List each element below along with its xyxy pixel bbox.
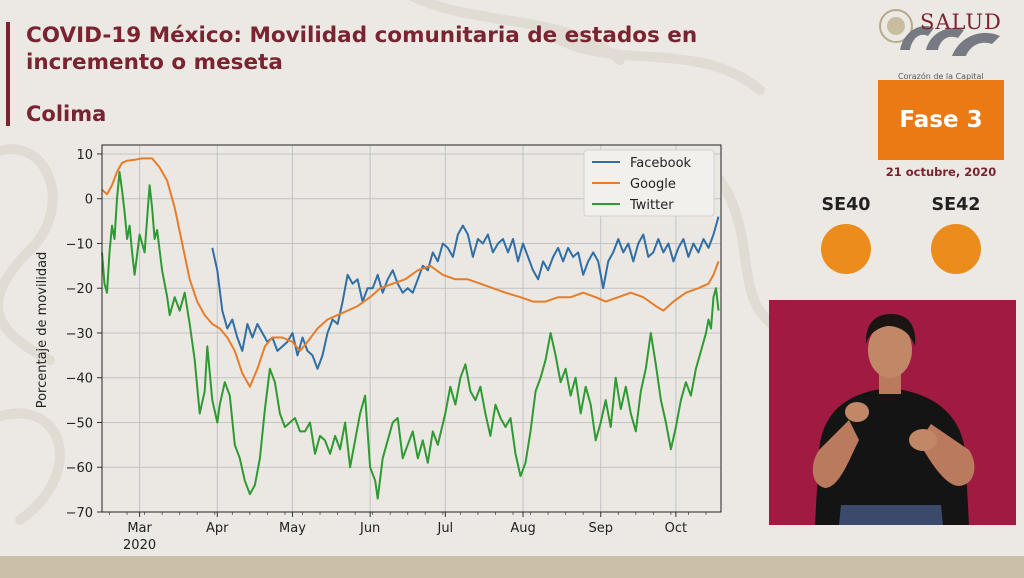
y-tick-label: 0 — [85, 193, 93, 208]
y-tick-label: −40 — [66, 372, 93, 387]
title-accent-bar — [6, 22, 10, 126]
interpreter-figure — [769, 300, 1016, 525]
y-tick-label: −20 — [66, 282, 93, 297]
x-tick-labels: Mar 2020 Apr May Jun Jul Aug Sep Oct — [123, 521, 687, 553]
x-tick-label: Apr — [206, 521, 229, 536]
series-line-facebook — [211, 216, 720, 370]
x-tick-label: Jun — [359, 521, 380, 536]
y-tick-label: −10 — [66, 237, 93, 252]
grid-lines — [102, 145, 721, 513]
axes — [97, 144, 722, 517]
phase-badge: Fase 3 — [878, 80, 1004, 160]
salud-label: SALUD — [920, 10, 1002, 34]
y-tick-label: −50 — [66, 416, 93, 431]
phase-date: 21 octubre, 2020 — [885, 165, 997, 179]
y-tick-label: −30 — [66, 327, 93, 342]
week-label: SE42 — [931, 195, 981, 215]
series-line-twitter — [101, 170, 720, 500]
x-tick-label: Mar — [127, 521, 152, 536]
legend-label: Facebook — [630, 156, 692, 171]
y-tick-labels: 10 0 −10 −20 −30 −40 −50 −60 −70 — [66, 148, 93, 521]
series-line-google — [101, 157, 720, 388]
week-se42: SE42 — [916, 195, 996, 274]
week-status-dot — [821, 224, 871, 274]
x-tick-sublabel: 2020 — [123, 538, 156, 553]
state-name: Colima — [26, 102, 107, 126]
week-status-dot — [931, 224, 981, 274]
y-tick-label: 10 — [76, 148, 93, 163]
series-lines — [101, 157, 720, 500]
mobility-chart: 10 0 −10 −20 −30 −40 −50 −60 −70 Mar 2020 Apr May Ju… — [35, 144, 722, 553]
y-tick-label: −60 — [66, 461, 93, 476]
legend-label: Twitter — [629, 198, 674, 213]
week-se40: SE40 — [806, 195, 886, 274]
x-tick-label: Jul — [436, 521, 453, 536]
government-logo — [879, 9, 1000, 56]
legend-box — [583, 149, 715, 217]
y-tick-label: −70 — [66, 506, 93, 521]
x-tick-label: Aug — [510, 521, 535, 536]
week-label: SE40 — [821, 195, 871, 215]
plot-frame — [101, 144, 722, 513]
chart-legend: Facebook Google Twitter — [583, 149, 715, 217]
legend-label: Google — [630, 177, 676, 192]
x-tick-label: May — [279, 521, 306, 536]
y-axis-label: Porcentaje de movilidad — [35, 252, 50, 409]
x-tick-label: Sep — [588, 521, 613, 536]
slide-title: COVID-19 México: Movilidad comunitaria d… — [26, 23, 698, 75]
x-tick-label: Oct — [665, 521, 687, 536]
sign-language-video — [769, 300, 1016, 525]
cdmx-caption: Corazón de la Capital — [898, 72, 984, 81]
footer-band — [0, 556, 1024, 578]
